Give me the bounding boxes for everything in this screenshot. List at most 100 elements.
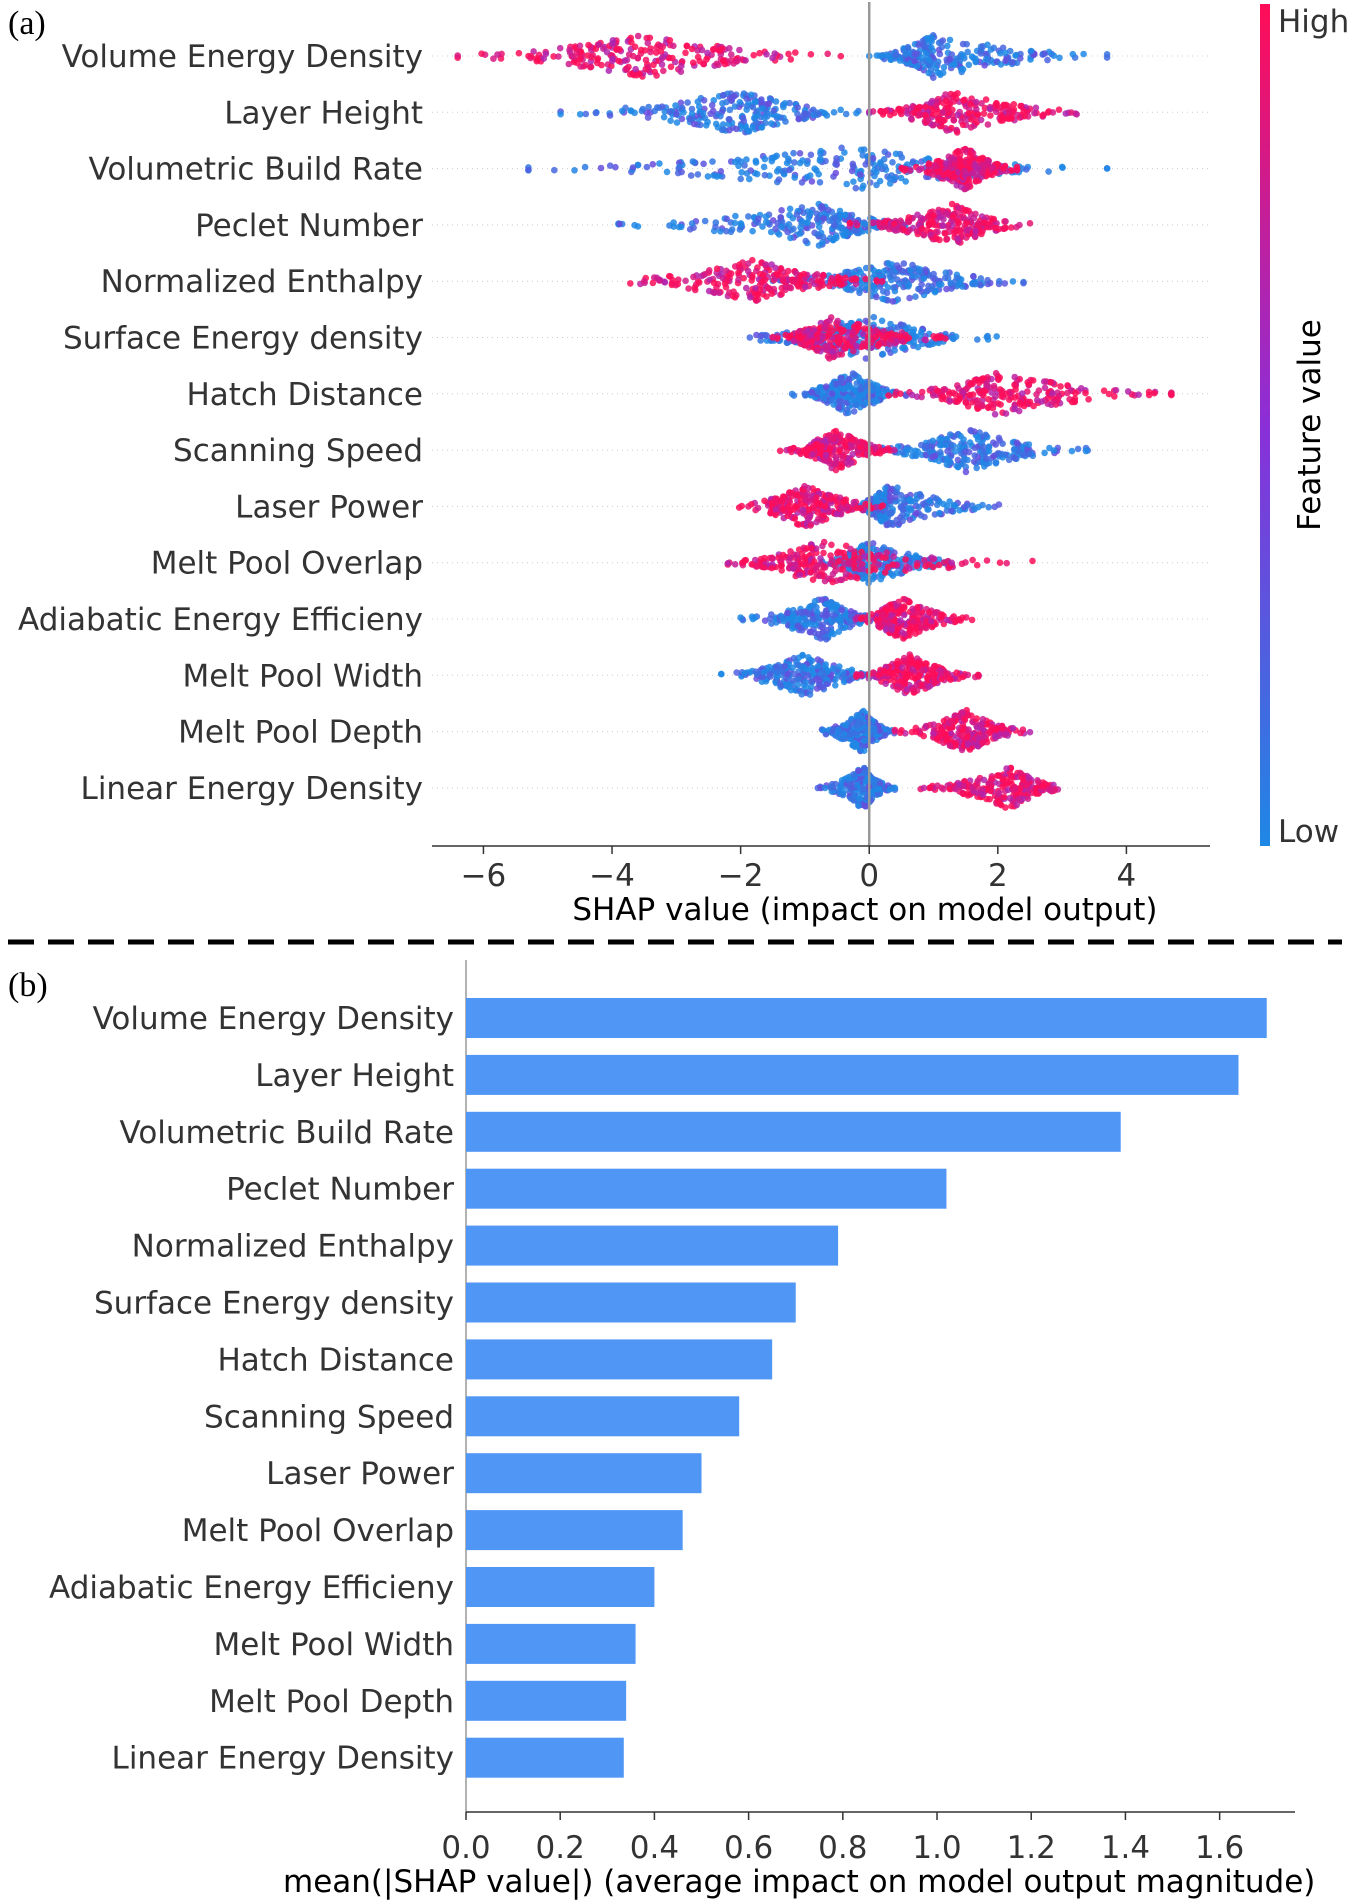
beeswarm-point <box>939 222 947 229</box>
beeswarm-point <box>794 622 802 630</box>
beeswarm-point <box>582 61 589 69</box>
beeswarm-point <box>828 390 836 398</box>
beeswarm-point <box>984 157 991 165</box>
beeswarm-point <box>1050 52 1058 59</box>
beeswarm-point <box>735 269 742 277</box>
beeswarm-point <box>1103 54 1111 61</box>
beeswarm-point <box>847 545 854 553</box>
beeswarm-point <box>802 283 809 291</box>
beeswarm-point <box>780 103 787 111</box>
beeswarm-point <box>1074 445 1082 453</box>
beeswarm-point <box>1000 164 1007 172</box>
beeswarm-point <box>641 47 649 54</box>
beeswarm-point <box>951 161 959 168</box>
beeswarm-point <box>897 174 905 182</box>
beeswarm-point <box>832 427 840 435</box>
beeswarm-point <box>833 510 840 518</box>
beeswarm-point <box>938 43 946 51</box>
beeswarm-point <box>658 55 666 62</box>
beeswarm-point <box>710 279 718 287</box>
beeswarm-point <box>939 393 947 401</box>
beeswarm-point <box>1049 390 1056 397</box>
beeswarm-point <box>953 55 960 62</box>
beeswarm-point <box>709 158 716 165</box>
beeswarm-point <box>645 103 652 111</box>
beeswarm-point <box>598 61 605 69</box>
beeswarm-point <box>941 335 949 342</box>
beeswarm-point <box>830 630 837 638</box>
beeswarm-point <box>752 284 759 292</box>
beeswarm-point <box>1039 112 1046 119</box>
beeswarm-row: Peclet Number <box>195 200 1210 249</box>
beeswarm-point <box>907 115 915 123</box>
beeswarm-point <box>800 270 808 278</box>
beeswarm-point <box>962 468 970 476</box>
beeswarm-point <box>666 37 674 44</box>
beeswarm-point <box>935 281 943 288</box>
beeswarm-point <box>615 57 623 65</box>
beeswarm-point <box>804 219 812 226</box>
beeswarm-point <box>793 211 801 218</box>
beeswarm-point <box>753 170 761 178</box>
beeswarm-point <box>870 573 877 580</box>
beeswarm-point <box>895 264 903 272</box>
beeswarm-point <box>1010 446 1018 453</box>
beeswarm-point <box>775 231 783 238</box>
beeswarm-point <box>1013 439 1021 447</box>
beeswarm-point <box>1082 447 1090 455</box>
beeswarm-point <box>644 114 652 121</box>
beeswarm-point <box>1001 49 1009 57</box>
beeswarm-point <box>926 57 933 64</box>
beeswarm-point <box>850 498 858 506</box>
beeswarm-point <box>968 427 975 435</box>
beeswarm-point <box>768 555 776 562</box>
beeswarm-point <box>913 562 921 570</box>
beeswarm-point <box>956 507 963 514</box>
beeswarm-point <box>851 371 858 379</box>
beeswarm-point <box>700 97 708 104</box>
beeswarm-point <box>823 600 830 608</box>
beeswarm-point <box>736 98 744 106</box>
beeswarm-point <box>731 263 739 270</box>
beeswarm-point <box>905 218 913 226</box>
beeswarm-point <box>972 98 980 106</box>
beeswarm-point <box>980 443 987 451</box>
beeswarm-point <box>699 109 707 117</box>
beeswarm-point <box>732 212 739 220</box>
beeswarm-point <box>972 228 979 235</box>
beeswarm-point <box>877 160 884 168</box>
beeswarm-point <box>965 61 973 69</box>
beeswarm-point <box>809 503 817 510</box>
beeswarm-point <box>828 541 835 549</box>
beeswarm-point <box>838 464 846 471</box>
beeswarm-point <box>960 436 967 443</box>
beeswarm-point <box>912 293 919 301</box>
beeswarm-point <box>1103 165 1111 172</box>
beeswarm-point <box>890 284 897 291</box>
beeswarm-point <box>576 111 584 118</box>
beeswarm-point <box>807 51 815 58</box>
beeswarm-row: Volume Energy Density <box>62 32 1210 81</box>
beeswarm-point <box>527 53 535 60</box>
beeswarm-point <box>879 502 886 509</box>
beeswarm-point <box>889 159 896 166</box>
beeswarm-point <box>763 51 770 58</box>
beeswarm-point <box>918 54 925 61</box>
beeswarm-point <box>879 350 887 358</box>
beeswarm-point <box>792 561 799 568</box>
beeswarm-point <box>773 271 781 279</box>
beeswarm-point <box>889 572 897 579</box>
beeswarm-point <box>965 109 972 117</box>
beeswarm-point <box>703 122 710 129</box>
beeswarm-point <box>779 551 787 559</box>
beeswarm-point <box>726 116 733 123</box>
beeswarm-point <box>786 211 793 219</box>
beeswarm-point <box>881 148 889 156</box>
beeswarm-point <box>631 221 638 229</box>
feature-label: Normalized Enthalpy <box>101 264 423 300</box>
beeswarm-point <box>853 342 860 350</box>
beeswarm-point <box>828 396 836 404</box>
beeswarm-point <box>941 116 948 124</box>
beeswarm-point <box>876 512 884 519</box>
beeswarm-point <box>530 48 537 55</box>
